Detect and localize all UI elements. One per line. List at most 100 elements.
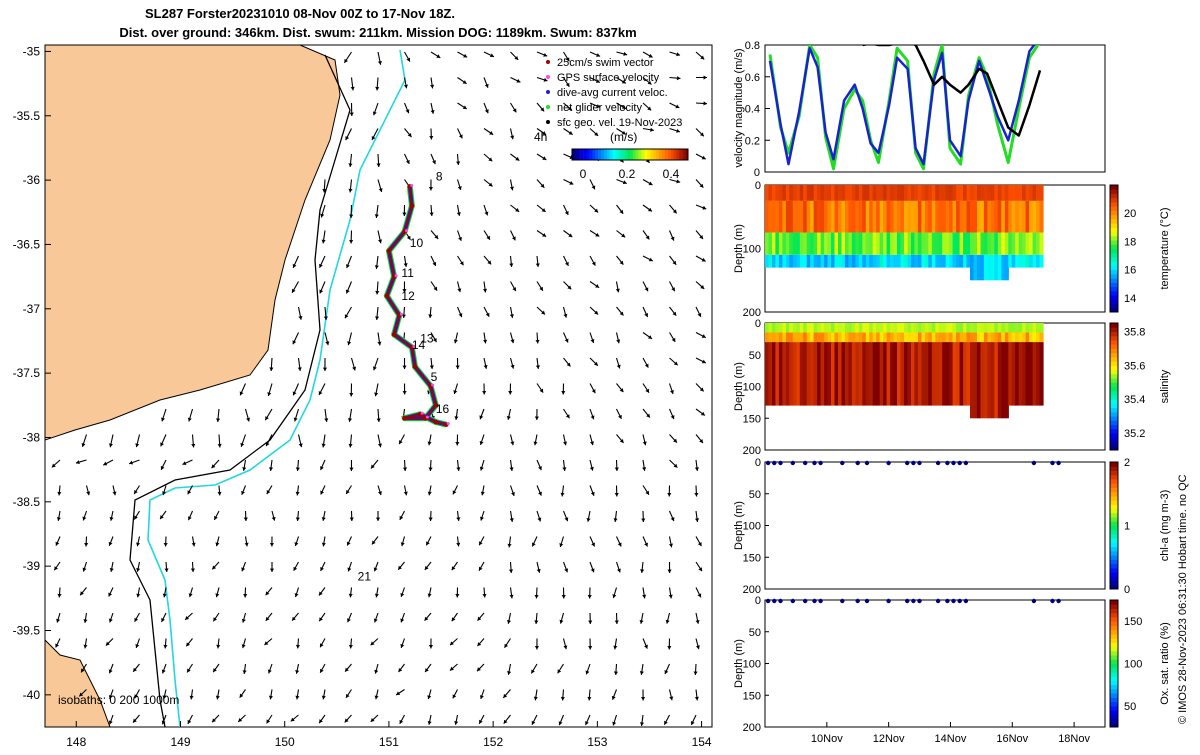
section-cell [1040,201,1044,233]
section-cell [935,342,939,406]
section-cell [967,323,971,333]
section-colorbar-swatch [1110,374,1118,379]
section-colorbar-swatch [1110,466,1118,471]
section-cell [1036,255,1040,268]
section-ytick-label: 0 [755,318,761,330]
section-cell [991,333,995,343]
section-cell [1022,333,1026,343]
section-cell [974,342,978,418]
section-cell [814,201,818,233]
section-colorbar-swatch [1110,492,1118,497]
data-point [840,461,844,465]
section-cell [901,323,905,333]
section-cell [1036,323,1040,333]
section-cell [935,233,939,255]
section-colorbar-tick: 35.2 [1124,428,1145,440]
section-cell [796,233,800,255]
colorbar-swatch [595,149,598,160]
section-cell [974,233,978,255]
data-point [766,461,770,465]
section-cell [970,333,974,343]
section-colorbar-swatch [1110,672,1118,677]
section-cell [932,323,936,333]
section-cell [935,255,939,268]
section-cell [1012,185,1016,201]
section-ytick-label: 100 [743,521,761,533]
section-ytick-label: 0 [755,595,761,607]
section-cell [765,342,769,406]
colorbar-swatch [618,149,621,160]
section-cell [779,323,783,333]
section-cell [789,333,793,343]
colorbar-swatch [616,149,619,160]
data-point [865,599,869,603]
section-cell [835,233,839,255]
section-cell [789,342,793,406]
section-colorbar-swatch [1110,391,1118,396]
section-cell [831,255,835,268]
section-cell [828,185,832,201]
section-colorbar-swatch [1110,559,1118,564]
gps-point [421,412,424,415]
section-cell [817,201,821,233]
section-cell [845,333,849,343]
time-xtick-label: 16Nov [996,733,1028,745]
section-cell [817,255,821,268]
section-cell [859,185,863,201]
section-colorbar-swatch [1110,287,1118,292]
section-cell [1001,201,1005,233]
section-colorbar-swatch [1110,642,1118,647]
section-cell [803,185,807,201]
section-ytick-label: 100 [743,244,761,256]
section-cell [852,233,856,255]
section-cell [852,333,856,343]
section-ylabel: Depth (m) [733,362,745,411]
section-cell [782,333,786,343]
section-ytick-label: 100 [743,659,761,671]
colorbar-swatch [581,149,584,160]
section-colorbar-swatch [1110,462,1118,467]
section-colorbar-tick: 100 [1124,659,1142,671]
section-colorbar-swatch [1110,655,1118,660]
section-cell [866,333,870,343]
track-point [387,248,392,253]
section-colorbar-swatch [1110,425,1118,430]
section-colorbar-swatch [1110,240,1118,245]
section-colorbar-swatch [1110,496,1118,501]
colorbar-swatch [610,149,613,160]
section-colorbar-swatch [1110,551,1118,556]
section-cell [876,185,880,201]
section-cell [862,333,866,343]
section-cell [821,201,825,233]
section-cell [775,255,779,268]
section-cell [987,342,991,418]
section-cell [807,185,811,201]
section-cell [1001,342,1005,418]
section-cell [859,342,863,406]
section-cell [831,233,835,255]
section-cell [782,323,786,333]
section-cell [928,323,932,333]
section-colorbar-swatch [1110,483,1118,488]
data-point [936,599,940,603]
section-cell [1026,201,1030,233]
section-cell [866,185,870,201]
section-colorbar-swatch [1110,668,1118,673]
section-ylabel: Depth (m) [733,639,745,688]
section-cell [883,185,887,201]
section-colorbar-swatch [1110,433,1118,438]
section-colorbar-tick: 1 [1124,521,1130,533]
section-cell [779,201,783,233]
section-cell [946,233,950,255]
section-cell [914,233,918,255]
velocity-ylabel: velocity magnitude (m/s) [733,48,745,167]
section-colorbar-swatch [1110,210,1118,215]
section-cell [866,323,870,333]
track-point [433,420,438,425]
section-colorbar-swatch [1110,261,1118,266]
section-cell [817,333,821,343]
section-cell [967,342,971,406]
section-cell [921,255,925,268]
section-cell [987,333,991,343]
section-cell [967,233,971,255]
